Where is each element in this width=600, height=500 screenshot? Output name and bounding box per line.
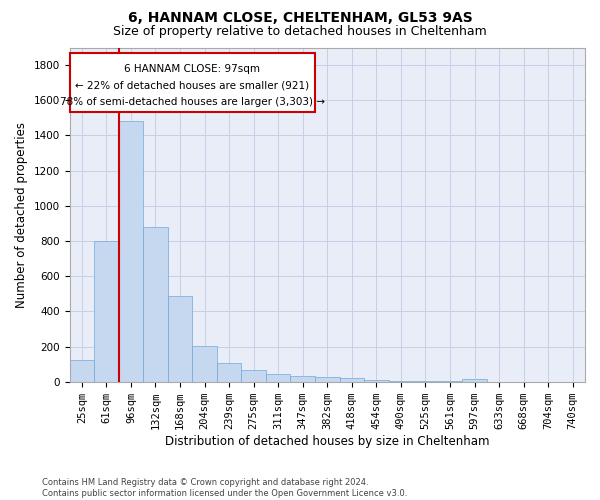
Text: 78% of semi-detached houses are larger (3,303) →: 78% of semi-detached houses are larger (… — [60, 98, 325, 108]
X-axis label: Distribution of detached houses by size in Cheltenham: Distribution of detached houses by size … — [165, 434, 490, 448]
Text: 6 HANNAM CLOSE: 97sqm: 6 HANNAM CLOSE: 97sqm — [124, 64, 260, 74]
Bar — [168, 296, 192, 382]
Text: ← 22% of detached houses are smaller (921): ← 22% of detached houses are smaller (92… — [75, 81, 310, 91]
Y-axis label: Number of detached properties: Number of detached properties — [15, 122, 28, 308]
Bar — [119, 120, 143, 382]
Bar — [192, 346, 217, 382]
Bar — [364, 380, 389, 382]
Bar — [413, 381, 438, 382]
Text: Size of property relative to detached houses in Cheltenham: Size of property relative to detached ho… — [113, 25, 487, 38]
Bar — [70, 360, 94, 382]
Bar — [94, 241, 119, 382]
Bar — [389, 381, 413, 382]
Bar — [290, 376, 315, 382]
Bar — [143, 227, 168, 382]
FancyBboxPatch shape — [70, 53, 315, 112]
Bar — [340, 378, 364, 382]
Text: 6, HANNAM CLOSE, CHELTENHAM, GL53 9AS: 6, HANNAM CLOSE, CHELTENHAM, GL53 9AS — [128, 12, 472, 26]
Text: Contains HM Land Registry data © Crown copyright and database right 2024.
Contai: Contains HM Land Registry data © Crown c… — [42, 478, 407, 498]
Bar — [266, 374, 290, 382]
Bar — [217, 364, 241, 382]
Bar — [241, 370, 266, 382]
Bar — [462, 379, 487, 382]
Bar — [315, 377, 340, 382]
